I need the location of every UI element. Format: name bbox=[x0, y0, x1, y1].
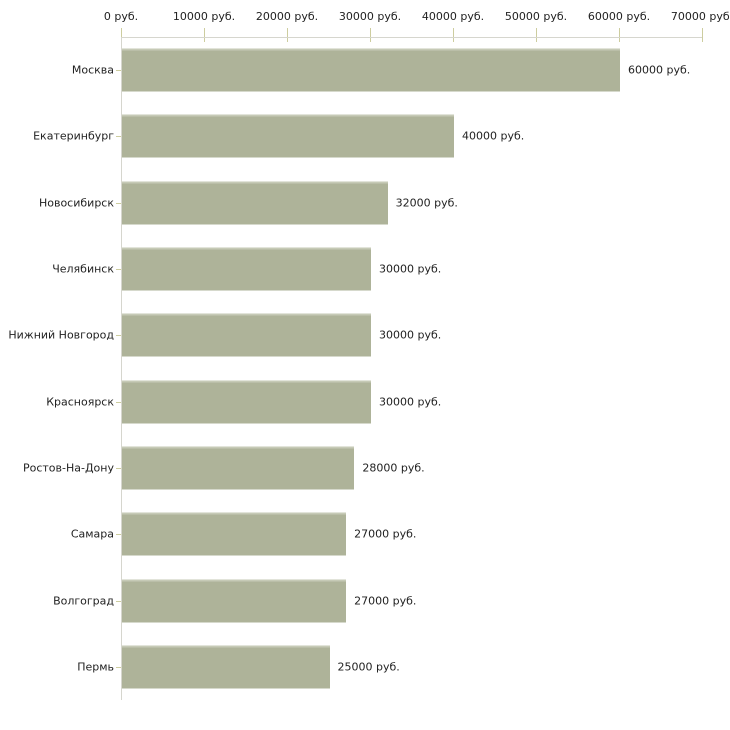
x-tick-mark bbox=[287, 28, 288, 42]
x-tick-mark bbox=[536, 28, 537, 42]
category-tick-mark bbox=[116, 467, 121, 469]
value-label: 25000 руб. bbox=[337, 660, 400, 674]
bar bbox=[122, 48, 620, 92]
bar bbox=[122, 446, 355, 490]
x-tick-label: 10000 руб. bbox=[172, 10, 236, 23]
bar-row: Москва 60000 руб. bbox=[0, 37, 730, 103]
x-tick-label: 40000 руб. bbox=[421, 10, 485, 23]
category-tick-mark bbox=[116, 202, 121, 204]
category-tick-mark bbox=[116, 136, 121, 138]
bar-row: Челябинск 30000 руб. bbox=[0, 236, 730, 302]
category-label: Волгоград bbox=[53, 594, 114, 608]
x-tick-label: 0 руб. bbox=[103, 10, 139, 23]
bar-row: Екатеринбург 40000 руб. bbox=[0, 103, 730, 169]
category-label: Самара bbox=[70, 527, 114, 541]
y-axis-line bbox=[121, 37, 122, 700]
x-axis-line bbox=[121, 37, 702, 38]
category-tick-mark bbox=[116, 600, 121, 602]
category-tick-mark bbox=[116, 534, 121, 536]
category-tick-mark bbox=[116, 401, 121, 403]
category-label: Москва bbox=[71, 63, 114, 77]
x-tick-label: 70000 руб. bbox=[670, 10, 730, 23]
x-tick-mark bbox=[702, 28, 703, 42]
category-label: Челябинск bbox=[52, 262, 114, 276]
bar-row: Новосибирск 32000 руб. bbox=[0, 170, 730, 236]
bar-row: Нижний Новгород 30000 руб. bbox=[0, 302, 730, 368]
x-tick-mark bbox=[204, 28, 205, 42]
x-tick-mark bbox=[370, 28, 371, 42]
bar-row: Самара 27000 руб. bbox=[0, 501, 730, 567]
x-tick-label: 50000 руб. bbox=[504, 10, 568, 23]
value-label: 28000 руб. bbox=[362, 461, 425, 475]
bar-row: Красноярск 30000 руб. bbox=[0, 368, 730, 434]
value-label: 30000 руб. bbox=[379, 395, 442, 409]
category-label: Нижний Новгород bbox=[8, 328, 114, 342]
value-label: 30000 руб. bbox=[379, 262, 442, 276]
value-label: 30000 руб. bbox=[379, 328, 442, 342]
plot-area: Москва 60000 руб. Екатеринбург 40000 руб… bbox=[0, 37, 730, 700]
bar-row: Волгоград 27000 руб. bbox=[0, 567, 730, 633]
bar bbox=[122, 114, 454, 158]
x-tick-mark bbox=[121, 28, 122, 42]
x-tick-label: 30000 руб. bbox=[338, 10, 402, 23]
value-label: 32000 руб. bbox=[395, 196, 458, 210]
value-label: 27000 руб. bbox=[354, 527, 417, 541]
bar bbox=[122, 181, 388, 225]
value-label: 60000 руб. bbox=[628, 63, 691, 77]
category-label: Новосибирск bbox=[38, 196, 114, 210]
category-label: Екатеринбург bbox=[33, 129, 114, 143]
category-label: Красноярск bbox=[46, 395, 114, 409]
bar-row: Ростов-На-Дону 28000 руб. bbox=[0, 435, 730, 501]
category-label: Ростов-На-Дону bbox=[22, 461, 114, 475]
category-tick-mark bbox=[116, 666, 121, 668]
bar bbox=[122, 313, 371, 357]
x-tick-mark bbox=[619, 28, 620, 42]
bar-row: Пермь 25000 руб. bbox=[0, 634, 730, 700]
bar bbox=[122, 645, 330, 689]
bar bbox=[122, 579, 347, 623]
x-tick-mark bbox=[453, 28, 454, 42]
category-tick-mark bbox=[116, 70, 121, 72]
x-tick-label: 60000 руб. bbox=[587, 10, 651, 23]
bar bbox=[122, 512, 347, 556]
value-label: 27000 руб. bbox=[354, 594, 417, 608]
bar bbox=[122, 247, 371, 291]
value-label: 40000 руб. bbox=[462, 129, 525, 143]
x-tick-label: 20000 руб. bbox=[255, 10, 319, 23]
category-label: Пермь bbox=[77, 660, 114, 674]
bar bbox=[122, 380, 371, 424]
category-tick-mark bbox=[116, 335, 121, 337]
category-tick-mark bbox=[116, 269, 121, 271]
